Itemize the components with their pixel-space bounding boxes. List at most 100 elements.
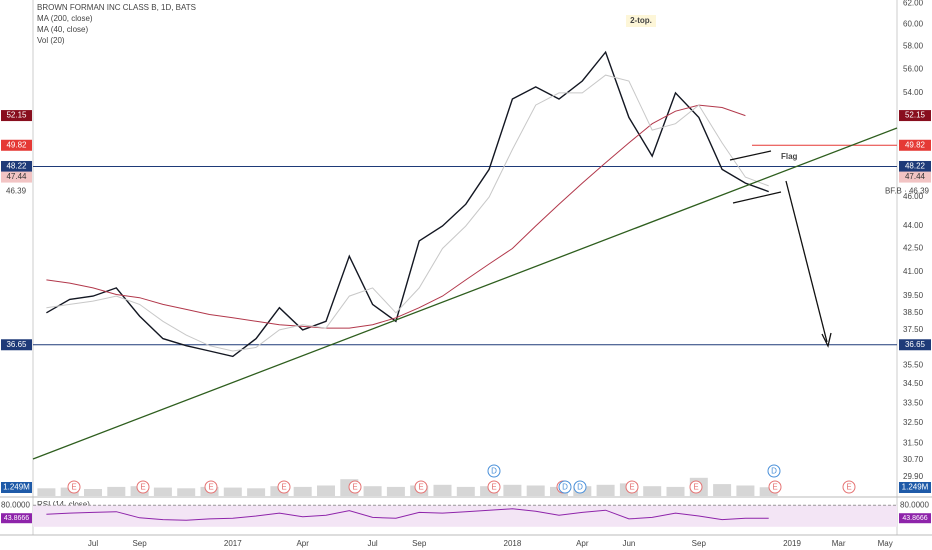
price-badge-label: 49.82 <box>905 140 926 149</box>
volume-badge <box>899 482 931 493</box>
volume-bar <box>153 487 172 496</box>
price-badge-label: 52.15 <box>905 111 926 120</box>
event-label: E <box>71 483 76 492</box>
event-label: E <box>846 483 851 492</box>
arrow-head <box>821 332 832 348</box>
event-label: E <box>491 483 496 492</box>
price-badge <box>1 160 32 172</box>
price-badge-label: 52.15 <box>6 111 27 120</box>
x-tick-label: Jul <box>367 539 377 548</box>
x-tick-label: May <box>878 539 893 548</box>
volume-bar <box>317 485 335 496</box>
volume-bar <box>293 486 312 496</box>
event-marker <box>204 480 218 494</box>
event-label: E <box>352 483 357 492</box>
price-badge <box>1 171 32 183</box>
y-tick-label: 41.00 <box>903 267 924 276</box>
x-tick-label: Sep <box>692 539 707 548</box>
y-tick-label: 39.50 <box>903 291 924 300</box>
volume-bar <box>177 488 196 496</box>
x-tick-label: Mar <box>832 539 846 548</box>
event-marker <box>277 480 291 494</box>
event-label: E <box>693 483 698 492</box>
volume-bar <box>503 484 522 496</box>
annotation: 2-top. <box>630 16 652 25</box>
event-marker <box>767 464 781 478</box>
annotation: Flag <box>781 152 798 161</box>
y-tick-label: 33.50 <box>903 398 924 407</box>
volume-bar <box>107 486 126 496</box>
rsi-badge-label: 43.8666 <box>902 515 927 522</box>
y-tick-label: 58.00 <box>903 42 924 51</box>
price-badge-label: 49.82 <box>6 140 27 149</box>
volume-bar <box>433 484 452 496</box>
y-tick-label: 44.00 <box>903 221 924 230</box>
volume-badge-label: 1.249M <box>3 483 30 492</box>
annotation-box <box>626 15 656 27</box>
volume-bar <box>736 485 755 496</box>
y-tick-label: 42.50 <box>903 244 924 253</box>
projection-arrow <box>785 180 828 343</box>
price-badge <box>899 139 931 151</box>
y-tick-label: 54.00 <box>903 88 924 97</box>
event-marker <box>573 480 587 494</box>
x-tick-label: 2017 <box>224 539 242 548</box>
y-tick-label: 35.50 <box>903 361 924 370</box>
rsi-title: RSI (14, close) <box>37 500 90 509</box>
rsi-axis-label: 80.0000 <box>1 500 30 509</box>
rsi-badge-label: 43.8666 <box>4 515 29 522</box>
price-badge-label: 47.44 <box>905 172 926 181</box>
series-line <box>46 74 769 352</box>
price-badge <box>899 339 931 351</box>
y-tick-label: 29.90 <box>903 472 924 481</box>
chart-title: BROWN FORMAN INC CLASS B, 1D, BATS <box>37 3 196 12</box>
price-badge-label: 48.22 <box>6 162 27 171</box>
x-tick-label: Apr <box>296 539 309 548</box>
event-marker <box>558 480 572 494</box>
y-tick-label: 60.00 <box>903 20 924 29</box>
x-tick-label: Jun <box>622 539 635 548</box>
last-price-label: BF.B · 46.39 <box>885 187 930 196</box>
indicator-label: MA (40, close) <box>37 25 88 34</box>
indicator-label: Vol (20) <box>37 36 65 45</box>
price-badge-label: 36.65 <box>6 340 27 349</box>
volume-bar <box>526 485 545 496</box>
price-badge-label: 36.65 <box>905 340 926 349</box>
event-marker <box>842 480 856 494</box>
trend-line <box>32 127 898 460</box>
volume-badge-label: 1.249M <box>902 483 929 492</box>
volume-bar <box>666 486 685 496</box>
price-badge-label: 47.44 <box>6 172 27 181</box>
x-tick-label: Apr <box>576 539 589 548</box>
flag-line <box>732 191 782 204</box>
event-label: E <box>418 483 423 492</box>
volume-bar <box>456 486 475 496</box>
event-label: E <box>140 483 145 492</box>
indicator-label: MA (200, close) <box>37 14 93 23</box>
volume-badge <box>1 482 32 493</box>
price-badge <box>899 160 931 172</box>
flag-line <box>729 150 772 161</box>
event-marker <box>768 480 782 494</box>
y-tick-label: 30.70 <box>903 455 924 464</box>
y-tick-label: 56.00 <box>903 64 924 73</box>
event-label: D <box>562 483 568 492</box>
price-badge <box>1 110 32 122</box>
x-tick-label: Sep <box>132 539 147 548</box>
volume-bar <box>223 487 242 496</box>
y-tick-label: 38.50 <box>903 308 924 317</box>
volume-bar <box>759 487 778 496</box>
rsi-badge <box>1 513 32 524</box>
event-marker <box>136 480 150 494</box>
event-marker <box>414 480 428 494</box>
event-marker <box>67 480 81 494</box>
event-marker <box>689 480 703 494</box>
y-tick-label: 32.50 <box>903 418 924 427</box>
event-label: D <box>491 467 497 476</box>
x-tick-label: Jul <box>88 539 98 548</box>
volume-bar <box>84 489 102 496</box>
x-tick-label: Sep <box>412 539 427 548</box>
price-badge <box>899 110 931 122</box>
volume-bar <box>596 484 615 496</box>
